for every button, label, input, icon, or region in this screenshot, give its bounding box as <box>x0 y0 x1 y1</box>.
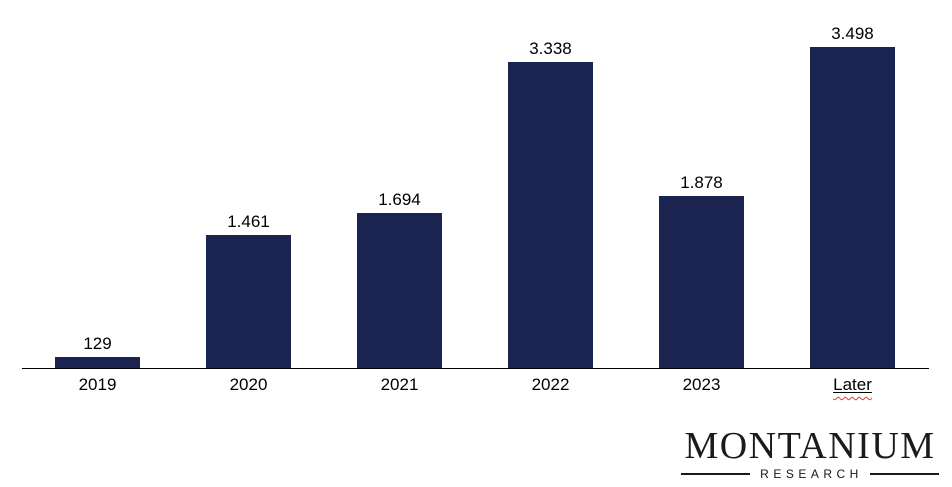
x-axis-label-text: 2023 <box>682 375 721 394</box>
bar-value-label-2023: 1.878 <box>680 173 723 193</box>
bar-value-label-Later: 3.498 <box>831 24 874 43</box>
x-axis-label-text: Later <box>833 375 872 394</box>
x-axis-label-text: 2020 <box>229 375 268 394</box>
bar-value-label-2020: 1.461 <box>227 211 270 231</box>
bar-2022 <box>508 61 593 369</box>
x-axis-label-2019: 2019 <box>38 374 158 395</box>
bar-Later <box>810 47 895 369</box>
brand-logo: MONTANIUM RESEARCH <box>681 427 939 480</box>
logo-rule-right <box>869 473 939 475</box>
x-axis-label-text: 2019 <box>78 375 117 394</box>
bar-2021 <box>357 213 442 369</box>
logo-subtitle-row: RESEARCH <box>681 468 939 480</box>
bar-value-label-2019: 129 <box>83 334 112 354</box>
x-axis-line <box>22 368 929 370</box>
bar-value-label-2022: 3.338 <box>529 38 572 58</box>
logo-wordmark: MONTANIUM <box>684 425 936 467</box>
logo-rule-left <box>681 473 751 475</box>
x-axis-label-text: 2021 <box>380 375 419 394</box>
x-axis-label-Later: Later <box>793 374 913 395</box>
x-axis-label-2021: 2021 <box>340 374 460 395</box>
x-axis-label-2020: 2020 <box>189 374 309 395</box>
x-axis-label-2022: 2022 <box>491 374 611 395</box>
bar-2020 <box>206 234 291 369</box>
logo-subtitle: RESEARCH <box>760 467 863 481</box>
bar-2023 <box>659 196 744 369</box>
bar-2019 <box>55 357 140 369</box>
x-axis-label-2023: 2023 <box>642 374 762 395</box>
x-axis-label-text: 2022 <box>531 375 570 394</box>
bar-value-label-2021: 1.694 <box>378 190 421 210</box>
